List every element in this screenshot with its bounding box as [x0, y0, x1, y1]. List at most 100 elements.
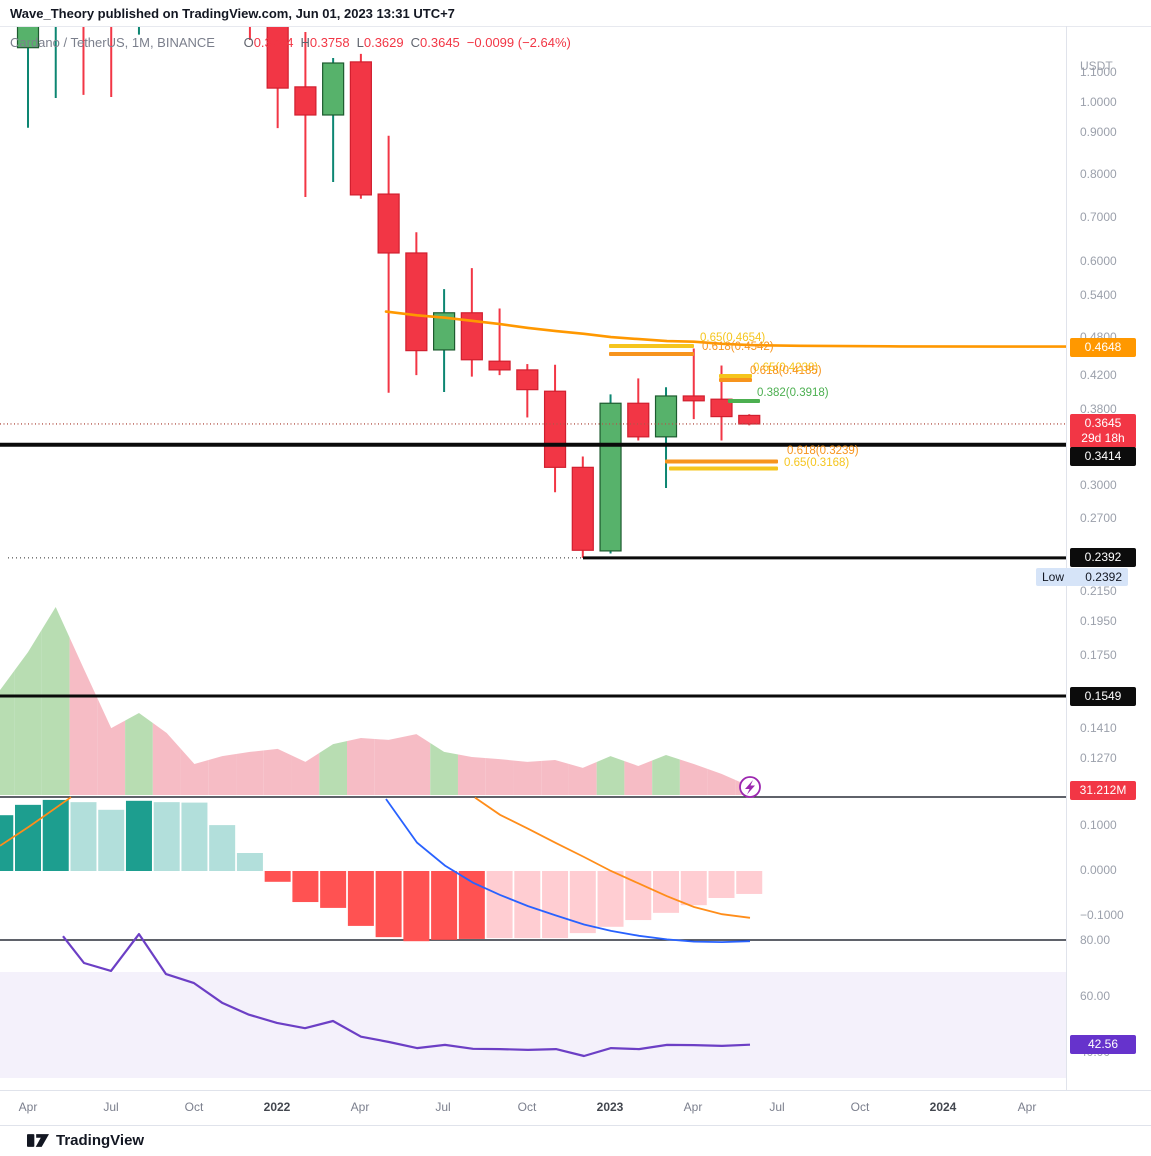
- macd-histogram-bar: [209, 825, 236, 871]
- open-value: 0.3744: [253, 35, 294, 50]
- price-axis-badge: 0.1549: [1070, 687, 1136, 706]
- candle-body: [433, 312, 456, 351]
- time-tick-month: Apr: [18, 1100, 38, 1114]
- volume-bar: [707, 607, 736, 795]
- boost-icon: [739, 776, 761, 798]
- axis-tick-label: 0.4200: [1080, 368, 1117, 382]
- volume-bar: [291, 607, 320, 795]
- fib-level-line: [719, 378, 752, 383]
- axis-tick-label: 0.2150: [1080, 584, 1117, 598]
- candle-body: [488, 360, 511, 371]
- fib-level-label: 0.65(0.4654): [700, 332, 765, 344]
- macd-line: [385, 798, 751, 944]
- axis-tick-label: 1.0000: [1080, 95, 1117, 109]
- axis-tick-label: 80.00: [1080, 933, 1111, 947]
- tradingview-logo-icon: [27, 1134, 49, 1147]
- macd-histogram-bar: [320, 871, 347, 908]
- macd-histogram-bar: [403, 871, 430, 942]
- header-divider: [0, 26, 1151, 27]
- time-tick-month: Oct: [184, 1100, 204, 1114]
- time-tick-month: Jul: [103, 1100, 119, 1114]
- axis-tick-label: 0.3800: [1080, 402, 1117, 416]
- price-axis-badge: 42.56: [1070, 1035, 1136, 1054]
- candles-layer: [16, 27, 761, 558]
- macd-histogram-bar: [375, 871, 402, 938]
- macd-signal-line: [474, 796, 751, 919]
- volume-bar: [679, 607, 708, 795]
- price-axis-badge: 31.212M: [1070, 781, 1136, 800]
- fib-level-label: 0.618(0.3239): [787, 445, 859, 457]
- fib-level-label: 0.65(0.4238): [753, 362, 818, 374]
- axis-tick-label: 0.3000: [1080, 478, 1117, 492]
- candle-body: [377, 193, 400, 254]
- candle-body: [266, 27, 289, 89]
- close-value: 0.3645: [420, 35, 460, 50]
- brand-name: TradingView: [56, 1132, 145, 1149]
- price-axis[interactable]: USDT 1.1000 1.0000 0.9000 0.8000 0.7000 0.600…: [1066, 26, 1151, 1090]
- axis-tick-label: 0.5400: [1080, 288, 1117, 302]
- time-tick-month: Oct: [850, 1100, 870, 1114]
- tradingview-attribution[interactable]: TradingView: [27, 1130, 144, 1151]
- axis-tick-label: 0.2700: [1080, 511, 1117, 525]
- price-chart-canvas[interactable]: 0.65(0.4654)0.618(0.4542)0.65(0.4238)0.6…: [0, 27, 1066, 1090]
- axis-currency-label: USDT: [1080, 59, 1113, 73]
- macd-histogram-bar: [125, 800, 152, 871]
- volume-bar: [41, 607, 70, 795]
- candle-body: [16, 27, 40, 49]
- volume-bar: [457, 607, 486, 795]
- axis-tick-label: 0.1270: [1080, 751, 1117, 765]
- volume-bar: [319, 607, 348, 795]
- axis-tick-label: −0.1000: [1080, 908, 1124, 922]
- candle-body: [294, 86, 317, 116]
- time-tick-month: Apr: [1017, 1100, 1037, 1114]
- high-value: 0.3758: [309, 35, 350, 50]
- axis-tick-label: 0.9000: [1080, 125, 1117, 139]
- macd-histogram-bar: [0, 815, 14, 871]
- fib-level-label: 0.382(0.3918): [757, 387, 829, 399]
- time-tick-year: 2023: [596, 1100, 624, 1114]
- macd-histogram-bar: [486, 871, 513, 939]
- fib-level-line: [719, 374, 752, 379]
- volume-bar: [263, 607, 292, 795]
- rsi-band: [0, 972, 1066, 1078]
- macd-histogram-bar: [15, 804, 41, 871]
- candle-body: [627, 402, 650, 438]
- symbol-description[interactable]: Cardano / TetherUS, 1M, BINANCE: [10, 35, 215, 50]
- macd-histogram-bar: [292, 871, 319, 903]
- fib-level-label: 0.65(0.3168): [784, 457, 849, 469]
- low-value: 0.3629: [363, 35, 404, 50]
- volume-bar: [347, 607, 375, 795]
- macd-histogram-bar: [542, 871, 569, 939]
- time-axis[interactable]: Apr Jul Oct 2022 Apr Jul Oct 2023 Apr Jul Oct 2024 A…: [0, 1090, 1151, 1126]
- macd-histogram-bar: [680, 871, 707, 906]
- macd-histogram-bar: [514, 871, 541, 939]
- volume-bar: [152, 607, 181, 795]
- symbol-legend[interactable]: Cardano / TetherUS, 1M, BINANCE O0.3744 H…: [10, 35, 571, 50]
- macd-histogram-bar: [431, 871, 458, 940]
- volume-bar: [568, 607, 597, 795]
- time-tick-year: 2022: [263, 1100, 291, 1114]
- candle-body: [322, 62, 345, 116]
- volume-bar: [236, 607, 264, 795]
- macd-pane: [0, 796, 763, 944]
- fib-level-line: [728, 398, 760, 403]
- candle-body: [571, 466, 594, 551]
- fib-level-line: [665, 459, 778, 464]
- axis-tick-label: 0.8000: [1080, 167, 1117, 181]
- axis-tick-label: 0.6000: [1080, 254, 1117, 268]
- axis-tick-label: 1.1000: [1080, 65, 1117, 79]
- price-axis-badge: 0.3645 29d 18h: [1070, 414, 1136, 448]
- time-tick-month: Oct: [517, 1100, 537, 1114]
- macd-histogram-bar: [569, 871, 596, 934]
- macd-histogram-bar: [181, 802, 208, 871]
- time-tick-year: 2024: [929, 1100, 957, 1114]
- lightning-bolt-icon: [745, 780, 755, 795]
- volume-bar: [14, 607, 42, 795]
- axis-tick-label: 0.7000: [1080, 210, 1117, 224]
- volume-bar: [624, 607, 653, 795]
- ohlc-readout: O0.3744 H0.3758 L0.3629 C0.3645 −0.0099 (−2.…: [237, 35, 571, 50]
- ma-line: [384, 310, 1066, 348]
- volume-bar: [180, 607, 209, 795]
- candle-body: [543, 390, 567, 468]
